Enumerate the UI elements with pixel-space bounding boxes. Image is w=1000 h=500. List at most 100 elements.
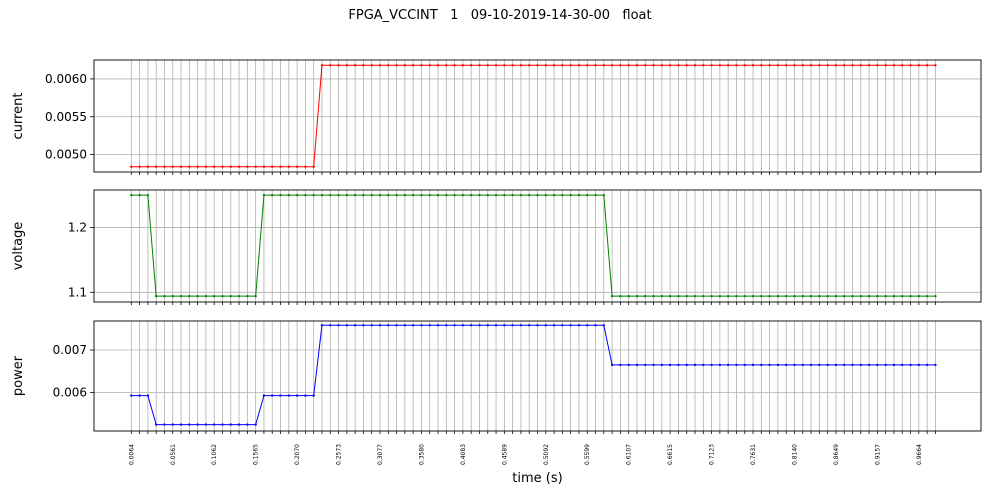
data-point	[644, 64, 647, 67]
data-point	[237, 423, 241, 426]
data-point	[859, 294, 862, 298]
panel-voltage: 1.1 1.2 voltage	[11, 189, 982, 305]
data-point	[901, 294, 904, 298]
chart-title: FPGA_VCCINT 1 09-10-2019-14-30-00 float	[348, 8, 652, 23]
data-point	[213, 423, 216, 426]
x-tick-label: 0.2573	[336, 444, 343, 465]
data-point	[229, 294, 232, 298]
data-point	[221, 294, 224, 298]
data-point	[154, 294, 158, 298]
data-point	[511, 64, 514, 67]
x-tick-label: 0.1062	[211, 444, 218, 465]
data-point	[743, 363, 746, 367]
data-point	[677, 64, 680, 67]
data-point	[586, 324, 589, 327]
data-point	[486, 64, 489, 67]
data-point	[610, 363, 614, 367]
series-line-voltage	[131, 194, 936, 297]
data-point	[287, 165, 291, 168]
data-point	[196, 423, 199, 426]
data-point	[204, 165, 208, 168]
data-point	[660, 363, 664, 367]
data-point	[552, 193, 556, 197]
data-point	[395, 193, 398, 197]
data-point	[279, 165, 282, 168]
data-point	[884, 294, 887, 298]
data-point	[561, 193, 564, 197]
data-point	[577, 193, 581, 197]
data-point	[876, 64, 879, 67]
data-point	[627, 64, 630, 67]
data-point	[710, 294, 713, 298]
data-point	[685, 64, 688, 67]
data-point	[138, 193, 141, 197]
data-point	[362, 64, 365, 67]
data-point	[411, 324, 415, 327]
data-point	[793, 294, 796, 298]
data-point	[254, 423, 257, 426]
data-point	[594, 64, 597, 67]
data-point	[445, 64, 448, 67]
data-point	[876, 363, 879, 367]
data-point	[544, 193, 547, 197]
data-point	[760, 64, 763, 67]
y-axis-label-power: power	[11, 355, 26, 396]
data-point	[287, 394, 291, 397]
data-point	[519, 193, 523, 197]
data-point	[909, 363, 912, 367]
x-axis-label: time (s)	[512, 471, 562, 486]
data-point	[892, 363, 896, 367]
y-axis-label-current: current	[11, 93, 26, 140]
data-point	[644, 294, 647, 298]
y-tick-label: 0.0055	[45, 110, 87, 124]
data-point	[586, 64, 589, 67]
data-point	[246, 294, 249, 298]
data-point	[809, 294, 813, 298]
data-point	[685, 363, 688, 367]
data-point	[702, 64, 705, 67]
x-tick-label: 0.8140	[791, 444, 798, 465]
data-point	[213, 294, 216, 298]
data-point	[859, 363, 862, 367]
data-point	[552, 324, 556, 327]
x-tick-label: 0.7123	[709, 444, 716, 465]
data-point	[403, 64, 407, 67]
data-point	[627, 294, 630, 298]
x-tick-label: 0.3077	[377, 444, 384, 465]
data-point	[494, 64, 498, 67]
data-point	[718, 64, 722, 67]
data-point	[818, 64, 821, 67]
data-point	[469, 193, 473, 197]
x-tick-label: 0.5092	[543, 444, 550, 465]
y-tick-label: 1.2	[68, 221, 87, 235]
data-point	[834, 363, 838, 367]
data-point	[528, 193, 531, 197]
data-point	[594, 193, 597, 197]
data-point	[561, 64, 564, 67]
data-point	[784, 294, 788, 298]
data-point	[627, 363, 630, 367]
data-point	[378, 193, 382, 197]
data-point	[693, 294, 697, 298]
data-point	[196, 294, 199, 298]
data-point	[362, 324, 365, 327]
series-line-power	[131, 324, 936, 426]
data-point	[602, 64, 606, 67]
data-point	[478, 193, 481, 197]
data-point	[718, 363, 722, 367]
x-tick-label: 0.4589	[501, 444, 508, 465]
data-point	[867, 363, 871, 367]
axes-frame	[93, 189, 982, 303]
data-point	[436, 64, 440, 67]
data-point	[188, 294, 191, 298]
data-point	[528, 64, 531, 67]
data-point	[743, 64, 746, 67]
data-point	[130, 165, 133, 168]
data-point	[370, 64, 373, 67]
data-point	[503, 193, 506, 197]
data-point	[246, 165, 249, 168]
data-point	[784, 64, 788, 67]
data-point	[138, 394, 141, 397]
data-point	[909, 64, 912, 67]
